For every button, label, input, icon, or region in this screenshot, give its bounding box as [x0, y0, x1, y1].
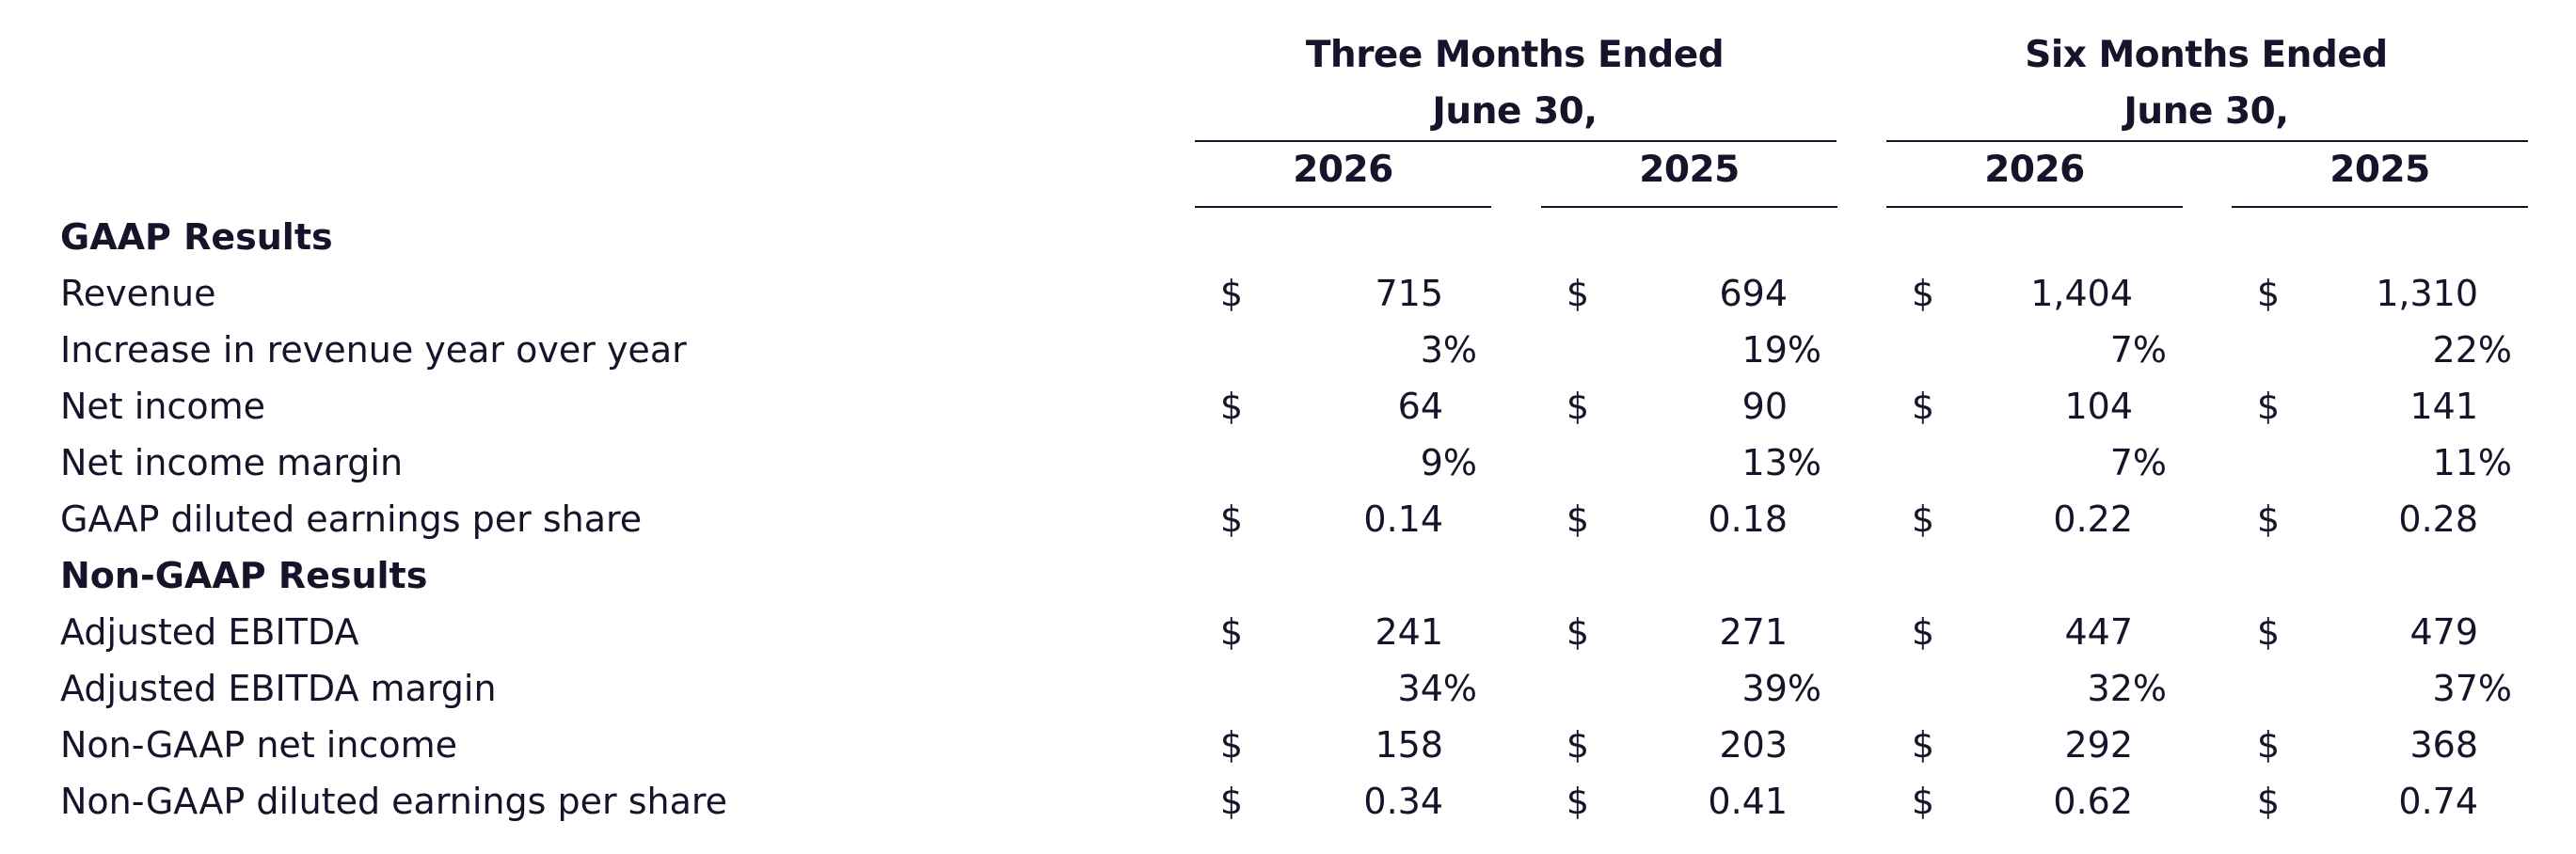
currency-symbol: $ — [1219, 781, 1244, 822]
value-cell: 203 — [1719, 724, 1788, 766]
value-cell: 39% — [1741, 668, 1821, 709]
value-cell: 715 — [1375, 273, 1443, 314]
row-label: Net income margin — [60, 442, 404, 483]
currency-symbol: $ — [2256, 273, 2281, 314]
currency-symbol: $ — [1219, 273, 1244, 314]
six-months-header-rule — [1886, 140, 2528, 142]
currency-symbol: $ — [1911, 611, 1935, 653]
year-header-three-months-2025: 2025 — [1639, 149, 1740, 191]
section-title-non-gaap-results: Non-GAAP Results — [60, 555, 428, 596]
currency-symbol: $ — [2256, 386, 2281, 427]
value-cell: 37% — [2432, 668, 2512, 709]
currency-symbol: $ — [2256, 781, 2281, 822]
value-cell: 3% — [1420, 329, 1477, 371]
currency-symbol: $ — [1566, 781, 1590, 822]
row-label: Increase in revenue year over year — [60, 329, 687, 371]
currency-symbol: $ — [1911, 724, 1935, 766]
row-label: Net income — [60, 386, 265, 427]
value-cell: 7% — [2109, 329, 2167, 371]
table-row: Non-GAAP diluted earnings per share $ 0.… — [0, 773, 2576, 830]
value-cell: 9% — [1420, 442, 1477, 483]
currency-symbol: $ — [1566, 724, 1590, 766]
year-rule-six-months-2025 — [2232, 206, 2528, 208]
currency-symbol: $ — [1566, 273, 1590, 314]
currency-symbol: $ — [1566, 498, 1590, 540]
value-cell: 0.14 — [1363, 498, 1443, 540]
currency-symbol: $ — [1219, 386, 1244, 427]
section-row-non-gaap: Non-GAAP Results — [0, 547, 2576, 604]
six-months-header-line2: June 30, — [2123, 90, 2289, 133]
row-label: Adjusted EBITDA — [60, 611, 359, 653]
value-cell: 0.18 — [1708, 498, 1788, 540]
value-cell: 32% — [2087, 668, 2167, 709]
currency-symbol: $ — [1219, 724, 1244, 766]
currency-symbol: $ — [1566, 386, 1590, 427]
value-cell: 694 — [1719, 273, 1788, 314]
value-cell: 1,404 — [2030, 273, 2133, 314]
year-header-six-months-2026: 2026 — [1984, 149, 2085, 191]
currency-symbol: $ — [1911, 781, 1935, 822]
year-header-six-months-2025: 2025 — [2330, 149, 2430, 191]
currency-symbol: $ — [2256, 611, 2281, 653]
currency-symbol: $ — [2256, 724, 2281, 766]
table-row: Increase in revenue year over year 3% 19… — [0, 322, 2576, 378]
table-row: Revenue $ 715 $ 694 $ 1,404 $ 1,310 — [0, 265, 2576, 322]
value-cell: 34% — [1397, 668, 1477, 709]
value-cell: 64 — [1397, 386, 1443, 427]
value-cell: 90 — [1741, 386, 1788, 427]
section-row-gaap: GAAP Results — [0, 209, 2576, 265]
value-cell: 0.34 — [1363, 781, 1443, 822]
row-label: Adjusted EBITDA margin — [60, 668, 497, 709]
table-row: Net income $ 64 $ 90 $ 104 $ 141 — [0, 378, 2576, 435]
table-row: Net income margin 9% 13% 7% 11% — [0, 435, 2576, 491]
three-months-header-line2: June 30, — [1432, 90, 1598, 133]
year-rule-three-months-2025 — [1541, 206, 1837, 208]
row-label: Non-GAAP diluted earnings per share — [60, 781, 728, 822]
value-cell: 0.74 — [2398, 781, 2478, 822]
row-label: Revenue — [60, 273, 216, 314]
value-cell: 13% — [1741, 442, 1821, 483]
value-cell: 0.22 — [2053, 498, 2133, 540]
currency-symbol: $ — [1911, 498, 1935, 540]
value-cell: 0.62 — [2053, 781, 2133, 822]
table-row: GAAP diluted earnings per share $ 0.14 $… — [0, 491, 2576, 547]
value-cell: 11% — [2432, 442, 2512, 483]
three-months-header-rule — [1195, 140, 1837, 142]
value-cell: 241 — [1375, 611, 1443, 653]
value-cell: 0.41 — [1708, 781, 1788, 822]
value-cell: 158 — [1375, 724, 1443, 766]
value-cell: 19% — [1741, 329, 1821, 371]
row-label: Non-GAAP net income — [60, 724, 457, 766]
value-cell: 292 — [2064, 724, 2133, 766]
value-cell: 1,310 — [2376, 273, 2478, 314]
year-rule-six-months-2026 — [1886, 206, 2183, 208]
six-months-header-line1: Six Months Ended — [2025, 34, 2388, 76]
value-cell: 22% — [2432, 329, 2512, 371]
three-months-header-line1: Three Months Ended — [1305, 34, 1725, 76]
value-cell: 447 — [2064, 611, 2133, 653]
value-cell: 141 — [2409, 386, 2478, 427]
table-row: Adjusted EBITDA $ 241 $ 271 $ 447 $ 479 — [0, 604, 2576, 660]
value-cell: 479 — [2409, 611, 2478, 653]
currency-symbol: $ — [1911, 386, 1935, 427]
year-rule-three-months-2026 — [1195, 206, 1491, 208]
value-cell: 0.28 — [2398, 498, 2478, 540]
value-cell: 104 — [2064, 386, 2133, 427]
currency-symbol: $ — [2256, 498, 2281, 540]
year-header-three-months-2026: 2026 — [1293, 149, 1393, 191]
table-row: Adjusted EBITDA margin 34% 39% 32% 37% — [0, 660, 2576, 717]
currency-symbol: $ — [1219, 611, 1244, 653]
currency-symbol: $ — [1911, 273, 1935, 314]
currency-symbol: $ — [1219, 498, 1244, 540]
row-label: GAAP diluted earnings per share — [60, 498, 643, 540]
value-cell: 271 — [1719, 611, 1788, 653]
currency-symbol: $ — [1566, 611, 1590, 653]
value-cell: 7% — [2109, 442, 2167, 483]
table-row: Non-GAAP net income $ 158 $ 203 $ 292 $ … — [0, 717, 2576, 773]
value-cell: 368 — [2409, 724, 2478, 766]
section-title-gaap-results: GAAP Results — [60, 216, 333, 258]
